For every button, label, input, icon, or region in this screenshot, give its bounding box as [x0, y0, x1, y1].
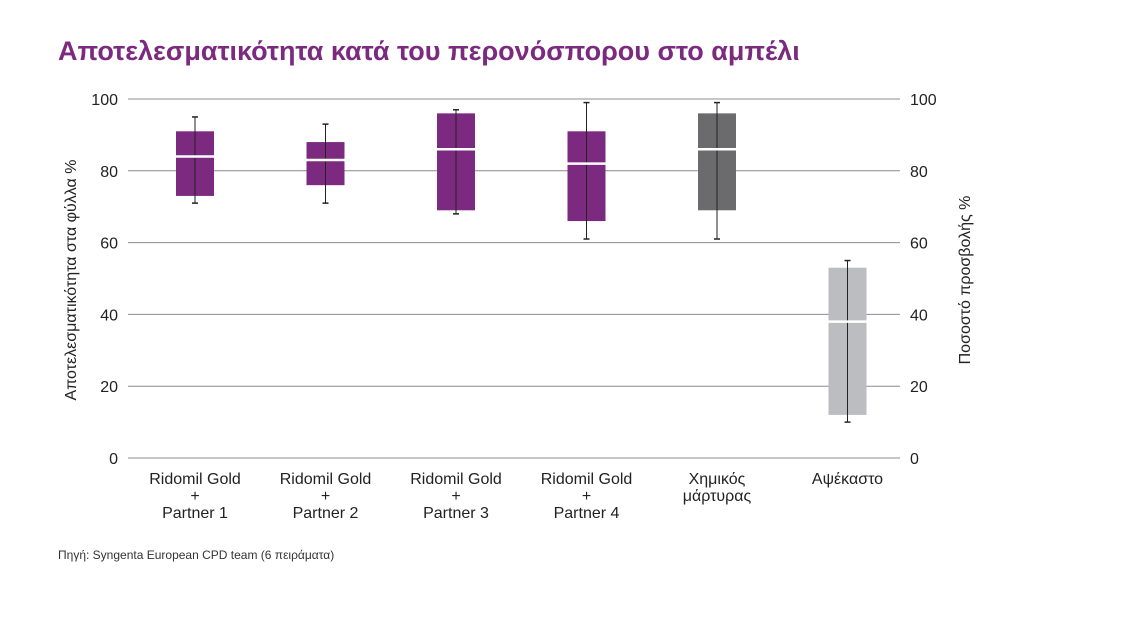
- chart-title: Αποτελεσματικότητα κατά του περονόσπορου…: [58, 36, 800, 66]
- right-y-tick-label: 80: [910, 164, 928, 181]
- category-label-line: Partner 4: [554, 505, 620, 522]
- category-label-line: Χημικός: [689, 471, 746, 488]
- category-label: Αψέκαστο: [812, 471, 883, 488]
- right-y-tick-label: 20: [910, 379, 928, 396]
- right-y-tick-label: 100: [910, 92, 937, 109]
- category-label: Ridomil Gold + Partner 4: [541, 471, 633, 522]
- left-y-tick-label: 100: [91, 92, 118, 109]
- category-label-line: Ridomil Gold: [149, 471, 241, 488]
- box-group: [306, 123, 345, 204]
- category-label-line: Ridomil Gold: [280, 471, 372, 488]
- category-label-line: μάρτυρας: [683, 488, 752, 505]
- category-label-line: Partner 3: [423, 505, 489, 522]
- left-y-tick-label: 80: [100, 164, 118, 181]
- source-note: Πηγή: Syngenta European CPD team (6 πειρ…: [58, 548, 335, 562]
- right-y-axis-ticks: 0 20 40 60 80 100: [910, 92, 937, 468]
- category-label: Χημικός μάρτυρας: [683, 471, 752, 505]
- box-group: [176, 116, 214, 204]
- category-label-line: Ridomil Gold: [410, 471, 502, 488]
- left-y-tick-label: 0: [109, 451, 118, 468]
- category-label-line: +: [451, 488, 460, 505]
- right-y-tick-label: 0: [910, 451, 919, 468]
- box-group: [698, 101, 736, 240]
- right-y-tick-label: 60: [910, 236, 928, 253]
- left-y-tick-label: 40: [100, 307, 118, 324]
- category-label-line: +: [190, 488, 199, 505]
- boxes: [176, 101, 867, 423]
- category-label: Ridomil Gold + Partner 1: [149, 471, 241, 522]
- right-y-axis-title: Ποσοστό προσβολής %: [957, 196, 974, 365]
- gridlines: [128, 98, 900, 459]
- category-label-line: Ridomil Gold: [541, 471, 633, 488]
- left-y-axis-ticks: 0 20 40 60 80 100: [91, 92, 118, 468]
- left-y-tick-label: 20: [100, 379, 118, 396]
- box-group: [437, 109, 475, 215]
- left-y-tick-label: 60: [100, 236, 118, 253]
- category-label-line: +: [582, 488, 591, 505]
- category-label-line: Partner 2: [293, 505, 359, 522]
- box-group: [567, 101, 606, 240]
- category-label-line: +: [321, 488, 330, 505]
- category-label: Ridomil Gold + Partner 3: [410, 471, 502, 522]
- box-group: [828, 259, 867, 423]
- category-label-line: Partner 1: [162, 505, 228, 522]
- category-label-line: Αψέκαστο: [812, 471, 883, 488]
- category-label: Ridomil Gold + Partner 2: [280, 471, 372, 522]
- left-y-axis-title: Αποτελεσματικότητα στα φύλλα %: [63, 160, 80, 401]
- right-y-tick-label: 40: [910, 307, 928, 324]
